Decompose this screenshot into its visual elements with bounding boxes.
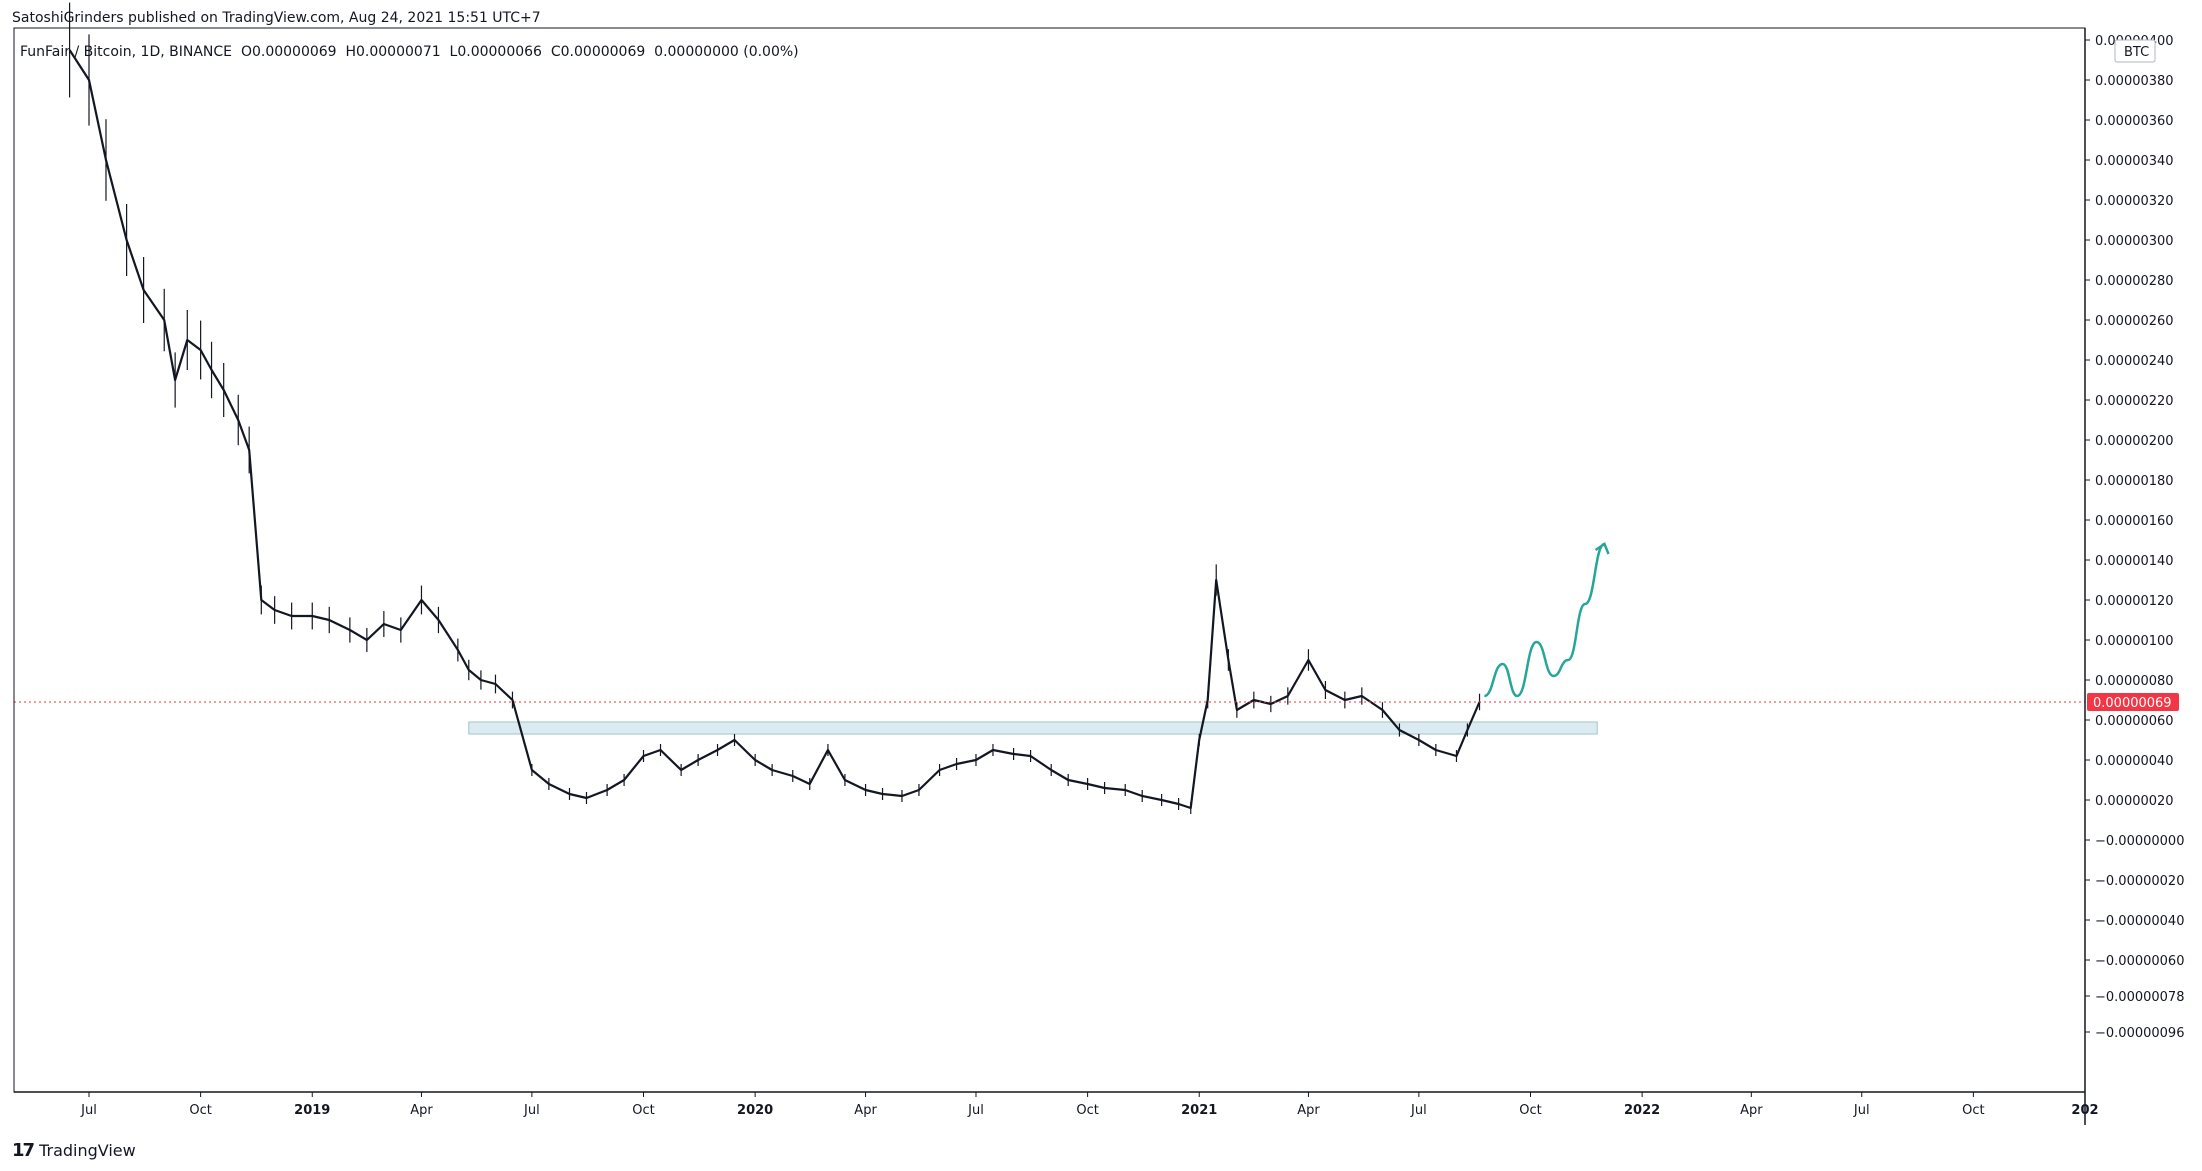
y-tick-label: −0.00000078 [2095, 990, 2184, 1005]
support-zone-rect [468, 721, 1598, 735]
projection-arrowhead [1594, 542, 1610, 555]
projection-layer [1483, 542, 1610, 698]
y-tick-label: 0.00000180 [2095, 474, 2174, 489]
legend-close: C0.00000069 [550, 44, 646, 60]
legend-open: O0.00000069 [240, 44, 337, 60]
legend-symbol[interactable]: FunFair / Bitcoin, 1D, BINANCE [20, 44, 233, 60]
projection-curve [1483, 542, 1606, 698]
y-tick-label: 0.00000340 [2095, 154, 2174, 169]
y-tick-label: 0.00000060 [2095, 714, 2174, 729]
symbol-legend: FunFair / Bitcoin, 1D, BINANCE O0.000000… [20, 44, 799, 60]
legend-low: L0.00000066 [449, 44, 542, 60]
y-tick-label: 0.00000280 [2095, 274, 2174, 289]
x-tick-label: Apr [854, 1103, 877, 1118]
y-tick-label: 0.00000320 [2095, 194, 2174, 209]
x-tick-label: Jul [523, 1103, 540, 1118]
x-tick-label: 2022 [1624, 1103, 1660, 1118]
y-tick-label: −0.00000020 [2095, 874, 2184, 889]
x-tick-label: Oct [632, 1103, 654, 1118]
price-line [68, 49, 1481, 810]
x-tick-label: 2019 [294, 1103, 330, 1118]
x-tick-label: Jul [967, 1103, 984, 1118]
y-tick-label: 0.00000160 [2095, 514, 2174, 529]
x-tick-label: Oct [1076, 1103, 1098, 1118]
y-tick-label: 0.00000120 [2095, 594, 2174, 609]
publisher-line: SatoshiGrinders published on TradingView… [12, 10, 541, 26]
x-tick-label: Jul [1410, 1103, 1427, 1118]
currency-badge [2114, 39, 2156, 63]
last-price-badge [2087, 693, 2179, 711]
y-tick-label: −0.00000040 [2095, 914, 2184, 929]
x-tick-label: Apr [1740, 1103, 1763, 1118]
y-tick-label: 0.00000140 [2095, 554, 2174, 569]
axes-layer: 0.000004000.000003800.000003600.00000340… [13, 27, 2184, 1125]
y-tick-label: −0.00000000 [2095, 834, 2184, 849]
currency-label: BTC [2124, 45, 2149, 60]
brand-name[interactable]: TradingView [39, 1141, 136, 1160]
y-tick-label: 0.00000220 [2095, 394, 2174, 409]
y-tick-label: 0.00000080 [2095, 674, 2174, 689]
last-price-layer: 0.00000069 [14, 693, 2179, 711]
tradingview-logo-icon: 17 [12, 1140, 35, 1161]
plot-frame [13, 27, 2086, 1093]
x-tick-label: 2020 [737, 1103, 773, 1118]
x-tick-label: Jul [80, 1103, 97, 1118]
y-tick-label: 0.00000040 [2095, 754, 2174, 769]
price-series-layer [68, 2, 1481, 814]
y-tick-label: 0.00000100 [2095, 634, 2174, 649]
y-tick-label: −0.00000096 [2095, 1026, 2184, 1041]
x-tick-label: Apr [1297, 1103, 1320, 1118]
y-tick-label: 0.00000260 [2095, 314, 2174, 329]
y-tick-label: 0.00000240 [2095, 354, 2174, 369]
x-tick-label: Jul [1853, 1103, 1870, 1118]
x-tick-label: 2021 [1181, 1103, 1217, 1118]
y-tick-label: −0.00000060 [2095, 954, 2184, 969]
y-tick-label: 0.00000020 [2095, 794, 2174, 809]
footer-brand: 17 TradingView [12, 1140, 136, 1161]
x-tick-label: Oct [1519, 1103, 1541, 1118]
x-tick-label: Oct [1962, 1103, 1984, 1118]
x-tick-label: Oct [189, 1103, 211, 1118]
x-tick-label: Apr [410, 1103, 433, 1118]
last-price-label: 0.00000069 [2093, 696, 2172, 711]
y-tick-label: 0.00000360 [2095, 114, 2174, 129]
y-tick-label: 0.00000200 [2095, 434, 2174, 449]
x-tick-label: 202 [2071, 1103, 2098, 1118]
support-zone-layer [468, 721, 1598, 735]
y-tick-label: 0.00000380 [2095, 74, 2174, 89]
legend-high: H0.00000071 [345, 44, 441, 60]
legend-change: 0.00000000 (0.00%) [654, 44, 799, 60]
y-tick-label: 0.00000300 [2095, 234, 2174, 249]
